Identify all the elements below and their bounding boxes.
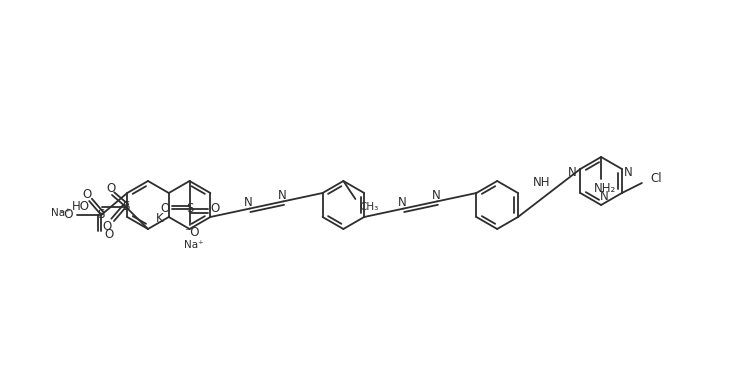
Text: Na⁺: Na⁺	[51, 208, 71, 218]
Text: O: O	[105, 229, 114, 242]
Text: K: K	[156, 213, 164, 226]
Text: S: S	[186, 202, 193, 216]
Text: O: O	[83, 187, 92, 200]
Text: ⁻O: ⁻O	[184, 226, 199, 240]
Text: NH₂: NH₂	[594, 182, 616, 195]
Text: CH₃: CH₃	[360, 202, 379, 212]
Text: S: S	[122, 200, 130, 213]
Text: Cl: Cl	[650, 173, 661, 186]
Text: O: O	[160, 202, 169, 216]
Text: N: N	[624, 166, 633, 179]
Text: N: N	[568, 166, 577, 179]
Text: O: O	[106, 181, 115, 194]
Text: NH: NH	[532, 176, 550, 189]
Text: N: N	[431, 189, 440, 202]
Text: N: N	[277, 189, 287, 202]
Text: O: O	[103, 221, 112, 234]
Text: ⁻O: ⁻O	[59, 208, 74, 221]
Text: Na⁺: Na⁺	[184, 240, 204, 250]
Text: N: N	[599, 190, 608, 203]
Text: S: S	[97, 208, 105, 221]
Text: N: N	[398, 196, 406, 209]
Text: O: O	[210, 202, 219, 216]
Text: N: N	[244, 196, 253, 209]
Text: HO: HO	[72, 200, 90, 213]
